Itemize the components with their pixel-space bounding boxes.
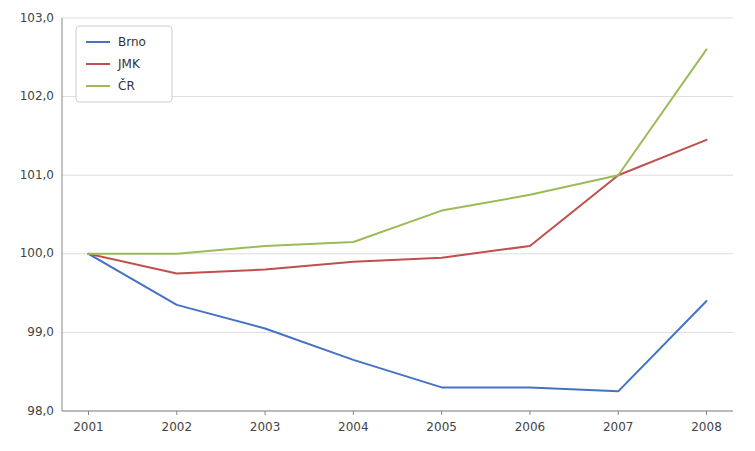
y-tick-label: 100,0 [20, 246, 54, 260]
grid-line [62, 332, 733, 333]
x-tick [353, 411, 354, 415]
y-tick-label: 102,0 [20, 89, 54, 103]
x-tick [176, 411, 177, 415]
grid [62, 18, 733, 411]
y-axis-line [62, 18, 63, 411]
legend-swatch [86, 41, 110, 43]
x-tick-label: 2008 [691, 420, 722, 434]
x-tick [618, 411, 619, 415]
x-tick [706, 411, 707, 415]
y-tick-label: 98,0 [27, 404, 54, 418]
grid-line [62, 175, 733, 176]
x-tick-label: 2006 [515, 420, 546, 434]
x-tick-label: 2003 [250, 420, 281, 434]
plot-area [88, 49, 706, 391]
grid-line [62, 411, 733, 412]
x-tick [529, 411, 530, 415]
legend-frame [76, 26, 172, 102]
legend: Brno JMK ČR [76, 26, 172, 102]
axes: 98,0 99,0 100,0 101,0 102,0 103,0 2001 2002 2003… [20, 11, 733, 435]
chart-container: 98,0 99,0 100,0 101,0 102,0 103,0 2001 2002 2003… [0, 0, 755, 451]
x-tick-label: 2004 [338, 420, 369, 434]
legend-swatch [86, 85, 110, 87]
series-line [88, 49, 706, 253]
x-tick-label: 2001 [73, 420, 104, 434]
chart-svg: 98,0 99,0 100,0 101,0 102,0 103,0 2001 2002 2003… [0, 0, 755, 451]
x-axis-line [62, 411, 733, 412]
x-tick [265, 411, 266, 415]
legend-label: JMK [117, 57, 141, 71]
x-tick-label: 2007 [603, 420, 634, 434]
series-line [88, 254, 706, 392]
legend-swatch [86, 63, 110, 65]
y-tick-label: 99,0 [27, 325, 54, 339]
legend-label: ČR [118, 78, 135, 93]
x-tick-label: 2002 [162, 420, 193, 434]
y-tick-label: 101,0 [20, 168, 54, 182]
x-tick [441, 411, 442, 415]
grid-line [62, 18, 733, 19]
x-tick [88, 411, 89, 415]
x-tick-label: 2005 [426, 420, 457, 434]
legend-label: Brno [118, 35, 146, 49]
y-tick-label: 103,0 [20, 11, 54, 25]
